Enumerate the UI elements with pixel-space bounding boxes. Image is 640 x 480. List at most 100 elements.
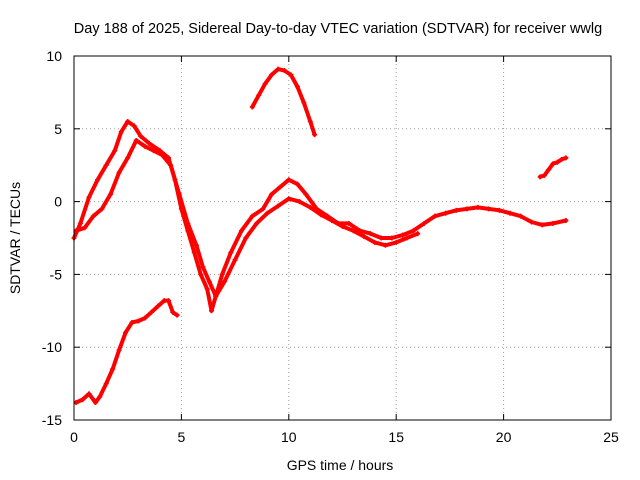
data-point xyxy=(361,234,367,240)
data-point xyxy=(150,148,156,154)
data-point xyxy=(318,212,324,218)
data-point xyxy=(275,203,281,209)
data-point xyxy=(99,206,105,212)
data-point xyxy=(312,132,318,138)
data-point xyxy=(103,162,109,168)
data-point xyxy=(294,181,300,187)
data-point xyxy=(161,298,167,304)
data-point xyxy=(282,68,288,74)
x-tick-label: 10 xyxy=(281,429,297,445)
data-point xyxy=(275,66,281,72)
data-point xyxy=(82,225,88,231)
data-point xyxy=(168,162,174,168)
data-point xyxy=(174,312,180,318)
data-point xyxy=(550,161,556,167)
data-point xyxy=(135,318,141,324)
data-point xyxy=(198,271,204,277)
data-point xyxy=(262,81,268,87)
data-point xyxy=(110,366,116,372)
data-point xyxy=(378,235,384,241)
data-point xyxy=(176,191,182,197)
data-point xyxy=(90,213,96,219)
data-point xyxy=(95,177,101,183)
y-tick-label: -5 xyxy=(50,266,63,282)
data-point xyxy=(475,204,481,210)
data-point xyxy=(550,220,556,226)
y-tick-label: 10 xyxy=(46,48,62,64)
data-point xyxy=(118,129,124,135)
data-point xyxy=(204,286,210,292)
data-point xyxy=(307,204,313,210)
data-point xyxy=(346,220,352,226)
data-point xyxy=(116,169,122,175)
data-point xyxy=(213,293,219,299)
data-point xyxy=(249,213,255,219)
data-point xyxy=(256,92,262,98)
series-track-early-high xyxy=(71,119,569,314)
data-point xyxy=(539,222,545,228)
data-point xyxy=(372,239,378,245)
data-point xyxy=(400,232,406,238)
y-tick-label: -10 xyxy=(42,339,62,355)
data-point xyxy=(249,104,255,110)
series-line xyxy=(74,138,420,299)
data-point xyxy=(486,206,492,212)
axis-ticks: 0 5 10 15 20 25 -15 -10 -5 0 5 10 xyxy=(42,48,619,445)
data-point xyxy=(221,279,227,285)
data-point xyxy=(559,156,565,162)
chart-title: Day 188 of 2025, Sidereal Day-to-day VTE… xyxy=(74,21,602,37)
data-point xyxy=(307,119,313,125)
data-point xyxy=(239,228,245,234)
x-tick-label: 15 xyxy=(388,429,404,445)
data-point xyxy=(108,191,114,197)
data-point xyxy=(529,219,535,225)
data-point xyxy=(277,184,283,190)
data-point xyxy=(541,172,547,178)
data-point xyxy=(125,119,131,125)
data-point xyxy=(208,308,214,314)
x-tick-label: 0 xyxy=(70,429,78,445)
data-point xyxy=(421,220,427,226)
data-point xyxy=(170,309,176,315)
data-point xyxy=(404,235,410,241)
x-tick-label: 25 xyxy=(603,429,619,445)
data-point xyxy=(443,210,449,216)
y-tick-label: 0 xyxy=(54,194,62,210)
data-point xyxy=(206,279,212,285)
data-point xyxy=(123,330,129,336)
data-point xyxy=(200,264,206,270)
data-point xyxy=(142,315,148,321)
data-point xyxy=(301,100,307,106)
data-point xyxy=(228,250,234,256)
data-point xyxy=(537,174,543,180)
series-track-midday-high xyxy=(249,66,318,138)
x-tick-label: 20 xyxy=(496,429,512,445)
data-point xyxy=(159,152,165,158)
y-tick-label: -15 xyxy=(42,412,62,428)
data-point xyxy=(97,394,103,400)
y-axis-label: SDTVAR / TECUs xyxy=(7,182,23,294)
data-point xyxy=(350,228,356,234)
plot-frame xyxy=(73,55,612,421)
series-track-early-low xyxy=(73,137,421,299)
data-point xyxy=(103,381,109,387)
data-point xyxy=(116,347,122,353)
series-track-morning-low xyxy=(73,298,180,406)
data-point xyxy=(329,218,335,224)
data-point xyxy=(294,84,300,90)
data-point xyxy=(563,155,569,161)
data-point xyxy=(518,213,524,219)
data-point xyxy=(166,298,172,304)
data-point xyxy=(393,239,399,245)
data-point xyxy=(80,397,86,403)
data-point xyxy=(286,196,292,202)
data-point xyxy=(142,143,148,149)
data-point xyxy=(138,133,144,139)
y-tick-label: 5 xyxy=(54,121,62,137)
data-point xyxy=(155,303,161,309)
data-point xyxy=(507,210,513,216)
data-point xyxy=(125,155,131,161)
series-line xyxy=(74,298,180,405)
data-point xyxy=(269,72,275,78)
